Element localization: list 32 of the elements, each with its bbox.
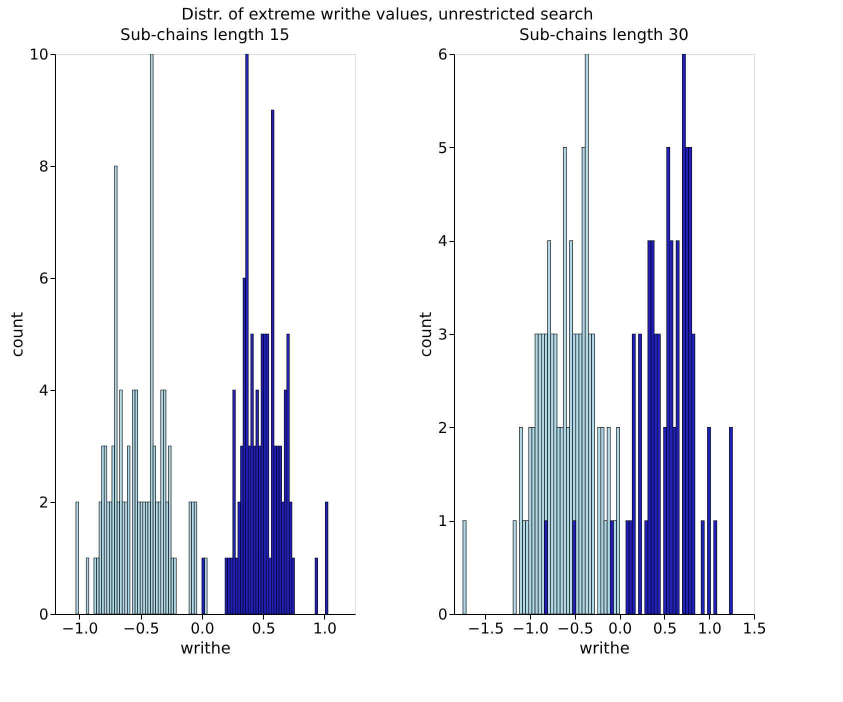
x-tick-label: −0.5 [122, 620, 160, 638]
y-tick-label: 2 [38, 494, 48, 512]
x-tick-label: −0.5 [557, 620, 594, 638]
y-tick-label: 4 [38, 382, 48, 400]
x-tick-label: 0.5 [252, 620, 276, 638]
y-tick-label: 10 [29, 46, 48, 64]
x-tick-label: 1.0 [698, 620, 722, 638]
x-axis-title: writhe [180, 638, 231, 658]
x-tick-label: 0.0 [608, 620, 632, 638]
x-tick-label: 0.5 [653, 620, 677, 638]
chart-title: Sub-chains length 15 [120, 25, 290, 44]
y-tick-label: 0 [438, 606, 448, 624]
chart-title: Sub-chains length 30 [519, 25, 689, 44]
y-tick-label: 6 [438, 46, 448, 64]
x-tick-label: −1.0 [512, 620, 549, 638]
x-axis-title: writhe [579, 638, 630, 658]
x-tick-label: 1.5 [742, 620, 766, 638]
y-tick-label: 4 [438, 232, 448, 250]
y-tick-label: 8 [38, 158, 48, 176]
y-axis-title: count [416, 312, 435, 358]
y-tick-label: 0 [38, 606, 48, 624]
x-tick-label: 0.0 [190, 620, 214, 638]
y-tick-label: 1 [438, 512, 448, 530]
y-tick-label: 6 [38, 270, 48, 288]
y-tick-label: 3 [438, 326, 448, 344]
x-tick-label: −1.0 [62, 620, 98, 638]
y-tick-label: 2 [438, 418, 448, 437]
text: Distr. of extreme writhe values, unrestricted search [181, 4, 594, 24]
y-axis-title: count [7, 312, 26, 358]
y-tick-label: 5 [438, 138, 448, 157]
x-tick-label: 1.0 [312, 620, 337, 638]
x-tick-label: −1.5 [468, 620, 504, 638]
